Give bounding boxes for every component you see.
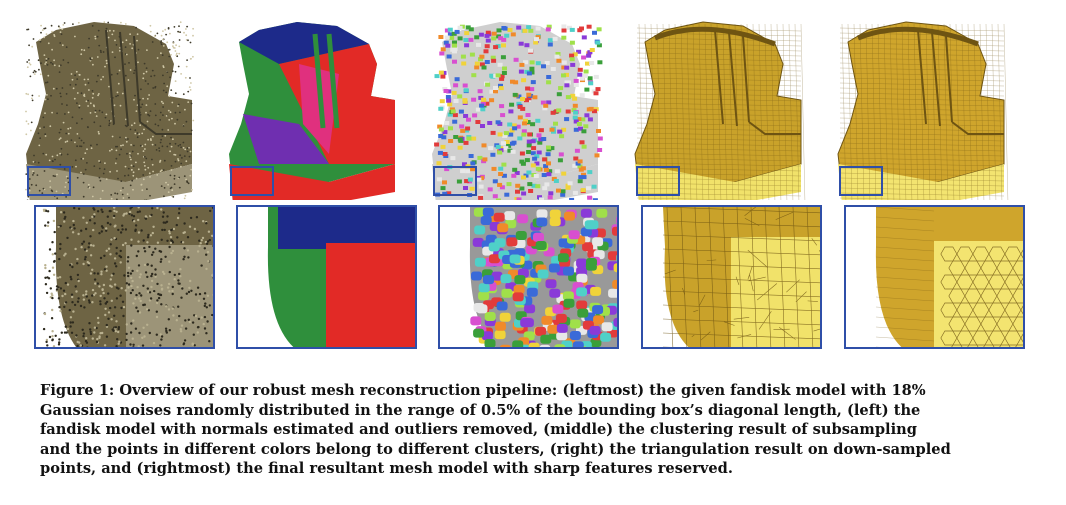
inset-leftmost (34, 205, 215, 349)
model-side (635, 164, 801, 200)
roi-box-right (636, 166, 680, 196)
model-shadow (857, 26, 979, 47)
model-body (26, 22, 192, 190)
caption-line: and the points in different colors belon… (40, 440, 951, 458)
model-ridge (931, 31, 941, 127)
model-ridge (728, 31, 738, 127)
model-ridge (945, 35, 953, 123)
model-curve-face (243, 114, 329, 164)
model-ridge (105, 29, 115, 125)
model-top-face (239, 22, 369, 64)
roi-box-middle (433, 166, 477, 196)
inset-front-face (731, 237, 820, 347)
noise-points (25, 21, 195, 200)
inset-right (641, 205, 822, 349)
inset-mesh (662, 207, 820, 347)
inset-left (236, 205, 417, 349)
model-body (432, 22, 598, 190)
inset-cluster-patches (470, 207, 617, 347)
inset-noise-points (42, 207, 213, 347)
model-ridge (917, 29, 927, 125)
fandisk-model-right (634, 21, 806, 200)
cluster-patches (434, 24, 603, 200)
inset-front-face (126, 245, 213, 347)
model-side (838, 164, 1004, 200)
model-side (229, 164, 395, 200)
model-side (26, 164, 192, 200)
model-ridge (748, 121, 801, 135)
inset-rightmost (844, 205, 1025, 349)
roi-box-rightmost (839, 166, 883, 196)
model-ridge (119, 31, 129, 127)
model-body (634, 21, 802, 191)
mesh-lines (636, 23, 806, 200)
figure-1 (25, 21, 1025, 349)
fandisk-model-middle (432, 22, 603, 200)
inset-mesh (875, 207, 935, 347)
fandisk-model-rightmost (837, 21, 1009, 200)
roi-box-left (230, 166, 274, 196)
caption-line: Figure 1: Overview of our robust mesh re… (40, 382, 926, 399)
figure-caption: Figure 1: Overview of our robust mesh re… (40, 381, 1030, 479)
mesh-lines (839, 23, 1009, 200)
inset-middle (438, 205, 619, 349)
inset-top-face (278, 207, 415, 249)
model-shadow (654, 26, 776, 47)
inset-front-face (326, 243, 415, 347)
models-row (25, 21, 1009, 200)
model-ridge (951, 121, 1004, 135)
caption-line: points, and (rightmost) the final result… (40, 460, 733, 478)
caption-line: fandisk model with normals estimated and… (40, 421, 917, 439)
model-ridge (312, 33, 340, 129)
model-ridge (133, 35, 141, 123)
model-ridge (742, 35, 750, 123)
model-ridge (139, 121, 192, 135)
fandisk-model-left (229, 22, 395, 200)
inset-hex-mesh (940, 246, 1023, 347)
roi-box-leftmost (27, 166, 71, 196)
caption-line: Gaussian noises randomly distributed in … (40, 401, 921, 419)
model-ridge (714, 29, 724, 125)
inset-front-face (934, 241, 1023, 347)
model-body (837, 21, 1005, 191)
fandisk-model-leftmost (25, 21, 195, 200)
